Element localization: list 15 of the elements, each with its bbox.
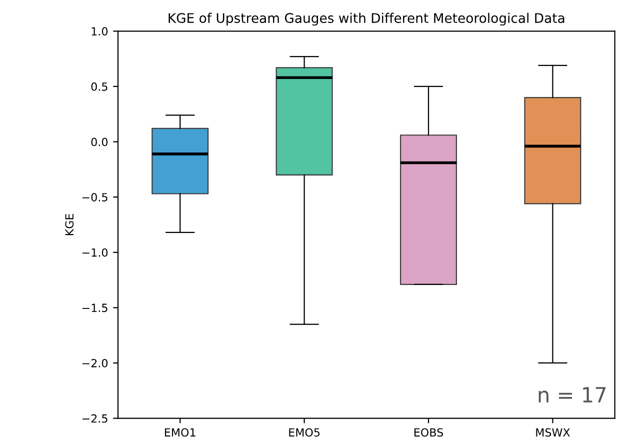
y-axis-title: KGE: [65, 214, 74, 236]
y-tick-label: −2.0: [82, 358, 108, 368]
x-tick-label: MSWX: [536, 428, 570, 437]
chart-title: KGE of Upstream Gauges with Different Meteorological Data: [168, 12, 564, 26]
y-tick-label: −1.0: [82, 248, 108, 257]
y-tick-label: −0.5: [82, 193, 108, 202]
x-tick-label: EMO1: [164, 428, 196, 437]
x-tick-label: EMO5: [289, 428, 320, 437]
y-tick-label: 1.0: [92, 27, 108, 36]
y-tick-label: 0.5: [91, 82, 108, 91]
y-tick-label: 0.0: [91, 138, 108, 146]
y-tick-label: −2.5: [82, 414, 108, 423]
annotation: n = 17: [538, 387, 606, 402]
y-tick-label: −1.5: [82, 304, 108, 312]
x-tick-label: EOBS: [414, 428, 443, 437]
